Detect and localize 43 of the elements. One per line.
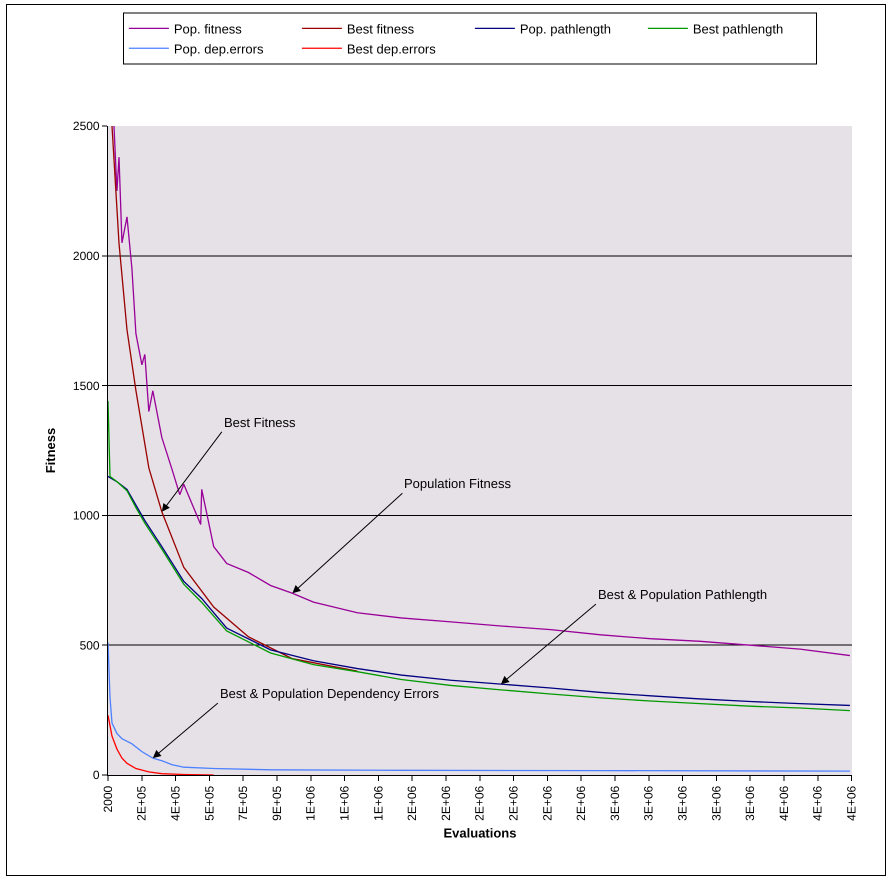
x-tick-label: 4E+05: [168, 785, 182, 821]
y-axis-title: Fitness: [42, 428, 58, 474]
x-tick-label: 4E+06: [844, 785, 859, 821]
legend-label: Best fitness: [346, 21, 415, 36]
annotation: Best & Population Pathlength: [598, 587, 768, 602]
x-tick-label: 5E+05: [202, 785, 216, 821]
y-tick-label: 1500: [72, 378, 100, 393]
x-tick-label: 1E+06: [304, 785, 318, 821]
x-tick-label: 1E+06: [371, 785, 386, 821]
y-tick-label: 500: [80, 638, 100, 652]
x-tick-label: 2E+06: [574, 785, 588, 821]
line-series: [113, 126, 851, 656]
annotation: Best & Population Dependency Errors: [220, 686, 440, 701]
x-axis-title: Evaluations: [444, 825, 516, 840]
x-tick-label: 9E+05: [270, 785, 284, 821]
x-tick-label: 2E+06: [438, 785, 453, 821]
annotation: Population Fitness: [404, 476, 512, 491]
legend-label: Pop. dep.errors: [174, 41, 264, 56]
x-tick-label: 3E+06: [608, 785, 622, 821]
legend-label: Best dep.errors: [346, 41, 436, 56]
x-tick-label: 3E+06: [743, 785, 758, 821]
y-tick-label: 2500: [72, 119, 100, 134]
x-tick-label: 3E+06: [642, 785, 656, 821]
line-series: [108, 714, 214, 775]
x-tick-label: 4E+06: [776, 785, 791, 821]
x-tick-label: 2E+06: [472, 785, 487, 821]
x-tick-label: 2E+05: [134, 785, 149, 821]
legend-label: Pop. pathlength: [520, 21, 611, 36]
line-series: [111, 126, 358, 672]
legend-label: Pop. fitness: [174, 21, 242, 36]
x-tick-label: 2E+06: [506, 785, 521, 821]
legend-label: Best pathlength: [692, 21, 784, 36]
x-tick-label: 1E+06: [338, 785, 352, 821]
x-tick-label: 2E+06: [405, 785, 420, 821]
annotation: Best Fitness: [224, 415, 296, 430]
y-tick-label: 1000: [72, 508, 100, 523]
x-tick-label: 4E+06: [810, 785, 825, 821]
x-tick-label: 3E+06: [709, 785, 724, 821]
y-tick-label: 0: [92, 768, 100, 782]
x-tick-label: 7E+05: [236, 785, 250, 821]
x-tick-label: 2E+06: [540, 785, 554, 821]
x-tick-label: 3E+06: [676, 785, 690, 821]
y-tick-label: 2000: [72, 249, 100, 263]
